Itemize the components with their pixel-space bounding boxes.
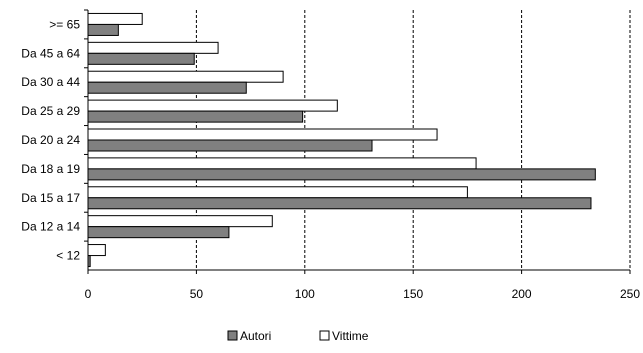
category-label: Da 15 a 17: [21, 191, 80, 205]
bar-autori-8: [87, 23, 119, 36]
bar-autori-6: [87, 81, 247, 94]
category-label: Da 20 a 24: [21, 133, 80, 147]
bar-vittime-8: [87, 12, 143, 25]
category-label: Da 30 a 44: [21, 75, 80, 89]
x-tick-label: 0: [85, 287, 92, 301]
bar-autori-2: [87, 197, 592, 210]
legend: Autori Vittime: [227, 329, 369, 343]
bar-autori-7: [87, 52, 195, 65]
bar-autori-4: [87, 139, 373, 152]
legend-swatch-1: [319, 330, 330, 341]
bar-autori-1: [87, 226, 230, 239]
legend-swatch-0: [227, 330, 238, 341]
x-tick-label: 200: [512, 287, 532, 301]
bar-vittime-7: [87, 41, 219, 54]
bar-vittime-6: [87, 70, 284, 83]
axes: [84, 9, 631, 274]
category-label: Da 45 a 64: [21, 46, 80, 60]
legend-label-0: Autori: [240, 329, 271, 343]
category-label: < 12: [56, 249, 80, 263]
bar-vittime-0: [87, 244, 106, 257]
legend-label-1: Vittime: [332, 329, 369, 343]
bar-vittime-2: [87, 186, 468, 199]
bar-vittime-3: [87, 157, 477, 170]
bar-vittime-4: [87, 128, 438, 141]
x-tick-label: 50: [190, 287, 204, 301]
x-axis-labels: 0 50 100 150 200 250: [85, 287, 641, 301]
bar-autori-5: [87, 110, 304, 123]
x-tick-label: 150: [403, 287, 423, 301]
category-label: Da 12 a 14: [21, 220, 80, 234]
bar-vittime-1: [87, 215, 273, 228]
x-tick-label: 100: [295, 287, 315, 301]
category-label: >= 65: [49, 17, 80, 31]
bar-autori-3: [87, 168, 596, 181]
x-tick-label: 250: [620, 287, 640, 301]
category-label: Da 25 a 29: [21, 104, 80, 118]
bar-vittime-5: [87, 99, 338, 112]
y-axis-labels: < 12 Da 12 a 14 Da 15 a 17 Da 18 a 19 Da 20 …: [21, 17, 80, 262]
category-label: Da 18 a 19: [21, 162, 80, 176]
bars: [87, 12, 596, 268]
